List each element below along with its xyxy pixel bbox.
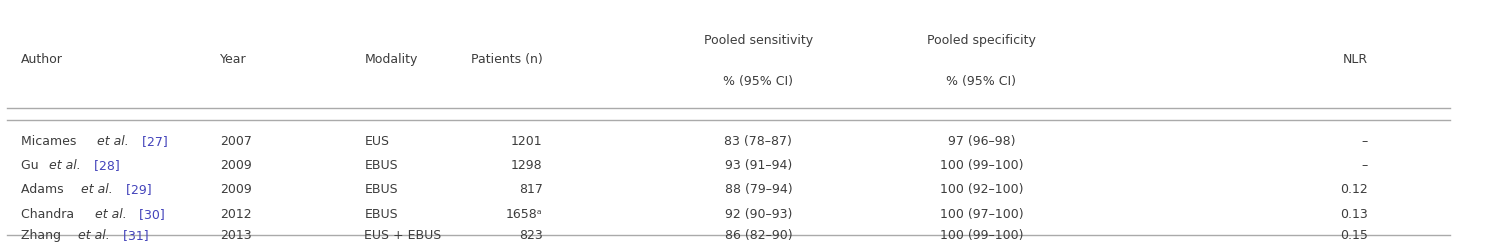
Text: Micames: Micames <box>21 135 80 148</box>
Text: EUS + EBUS: EUS + EBUS <box>364 229 442 242</box>
Text: [29]: [29] <box>122 183 152 197</box>
Text: 100 (99–100): 100 (99–100) <box>940 229 1023 242</box>
Text: Pooled specificity: Pooled specificity <box>926 34 1036 47</box>
Text: et al.: et al. <box>49 159 80 172</box>
Text: –: – <box>1362 135 1368 148</box>
Text: 2012: 2012 <box>220 208 251 221</box>
Text: 93 (91–94): 93 (91–94) <box>724 159 793 172</box>
Text: 0.15: 0.15 <box>1340 229 1368 242</box>
Text: [27]: [27] <box>138 135 168 148</box>
Text: Year: Year <box>220 53 247 66</box>
Text: Modality: Modality <box>364 53 418 66</box>
Text: –: – <box>1362 159 1368 172</box>
Text: 817: 817 <box>519 183 543 197</box>
Text: 0.13: 0.13 <box>1340 208 1368 221</box>
Text: Patients (n): Patients (n) <box>471 53 543 66</box>
Text: 1298: 1298 <box>512 159 543 172</box>
Text: 823: 823 <box>519 229 543 242</box>
Text: Zhang: Zhang <box>21 229 65 242</box>
Text: 100 (97–100): 100 (97–100) <box>940 208 1023 221</box>
Text: EBUS: EBUS <box>364 183 399 197</box>
Text: 83 (78–87): 83 (78–87) <box>724 135 793 148</box>
Text: et al.: et al. <box>77 229 110 242</box>
Text: et al.: et al. <box>98 135 129 148</box>
Text: 2013: 2013 <box>220 229 251 242</box>
Text: % (95% CI): % (95% CI) <box>946 75 1017 88</box>
Text: 88 (79–94): 88 (79–94) <box>724 183 793 197</box>
Text: EBUS: EBUS <box>364 208 399 221</box>
Text: 1658ᵃ: 1658ᵃ <box>506 208 543 221</box>
Text: 2009: 2009 <box>220 159 251 172</box>
Text: et al.: et al. <box>80 183 113 197</box>
Text: 92 (90–93): 92 (90–93) <box>724 208 793 221</box>
Text: [28]: [28] <box>89 159 119 172</box>
Text: 2007: 2007 <box>220 135 251 148</box>
Text: Chandra: Chandra <box>21 208 77 221</box>
Text: 0.12: 0.12 <box>1340 183 1368 197</box>
Text: [31]: [31] <box>119 229 149 242</box>
Text: 97 (96–98): 97 (96–98) <box>947 135 1016 148</box>
Text: 2009: 2009 <box>220 183 251 197</box>
Text: NLR: NLR <box>1343 53 1368 66</box>
Text: Author: Author <box>21 53 62 66</box>
Text: 100 (99–100): 100 (99–100) <box>940 159 1023 172</box>
Text: 1201: 1201 <box>512 135 543 148</box>
Text: Pooled sensitivity: Pooled sensitivity <box>703 34 813 47</box>
Text: Adams: Adams <box>21 183 67 197</box>
Text: [30]: [30] <box>135 208 165 221</box>
Text: 86 (82–90): 86 (82–90) <box>724 229 793 242</box>
Text: EBUS: EBUS <box>364 159 399 172</box>
Text: et al.: et al. <box>95 208 126 221</box>
Text: 100 (92–100): 100 (92–100) <box>940 183 1023 197</box>
Text: Gu: Gu <box>21 159 43 172</box>
Text: EUS: EUS <box>364 135 390 148</box>
Text: % (95% CI): % (95% CI) <box>723 75 794 88</box>
